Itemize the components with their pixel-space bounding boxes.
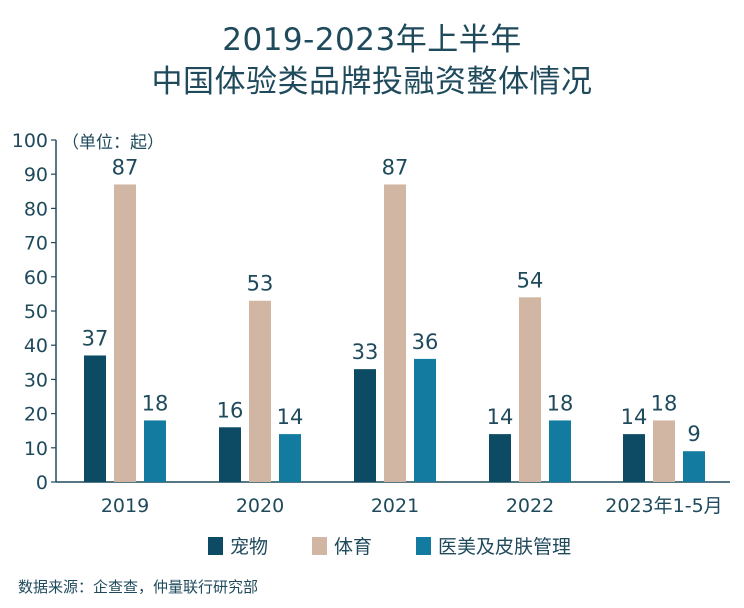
bar-value-label: 37 [82,326,109,350]
bar [414,358,436,482]
bar-value-label: 18 [651,391,678,415]
legend-swatch [312,537,327,555]
bar [489,434,511,482]
bar-value-label: 18 [142,391,169,415]
bar-value-label: 33 [352,340,379,364]
x-tick-label: 2023年1-5月 [605,495,722,517]
y-unit-label: （单位：起） [62,133,164,153]
y-tick-label: 10 [24,438,48,460]
y-tick-label: 0 [36,472,48,494]
y-tick-label: 50 [24,301,48,323]
y-tick-label: 80 [24,198,48,220]
legend-label: 宠物 [230,536,268,558]
y-tick-label: 90 [24,164,48,186]
legend-label: 体育 [334,536,372,558]
bar [144,420,166,482]
legend-swatch [208,537,223,555]
legend-swatch [416,537,431,555]
bar-value-label: 36 [412,330,439,354]
chart-title-line2: 中国体验类品牌投融资整体情况 [151,64,593,100]
bar-value-label: 14 [621,405,648,429]
bar [114,184,136,482]
bar-value-label: 14 [277,405,304,429]
bar-value-label: 54 [517,268,544,292]
y-tick-label: 30 [24,369,48,391]
x-tick-label: 2022 [506,495,554,517]
legend-label: 医美及皮肤管理 [438,536,571,558]
y-tick-label: 70 [24,233,48,255]
y-tick-label: 60 [24,267,48,289]
bar [549,420,571,482]
data-source-note: 数据来源：企查查，仲量联行研究部 [18,578,259,596]
x-tick-label: 2021 [371,495,419,517]
y-tick-label: 20 [24,404,48,426]
bar [623,434,645,482]
bar-value-label: 87 [382,155,409,179]
bar-value-label: 9 [687,422,700,446]
bar-value-label: 16 [217,398,244,422]
bar-value-label: 14 [487,405,514,429]
bar [249,300,271,482]
bar-value-label: 53 [247,272,274,296]
y-tick-label: 100 [12,130,48,152]
y-tick-label: 40 [24,335,48,357]
bar [653,420,675,482]
bar [354,369,376,482]
x-tick-label: 2020 [236,495,284,517]
x-tick-label: 2019 [101,495,149,517]
bar-value-label: 87 [112,155,139,179]
bar [279,434,301,482]
bar [84,355,106,482]
bar [519,297,541,482]
bar [219,427,241,482]
bar-value-label: 18 [547,391,574,415]
chart-title-line1: 2019-2023年上半年 [222,22,522,58]
bar [384,184,406,482]
bar [683,451,705,482]
